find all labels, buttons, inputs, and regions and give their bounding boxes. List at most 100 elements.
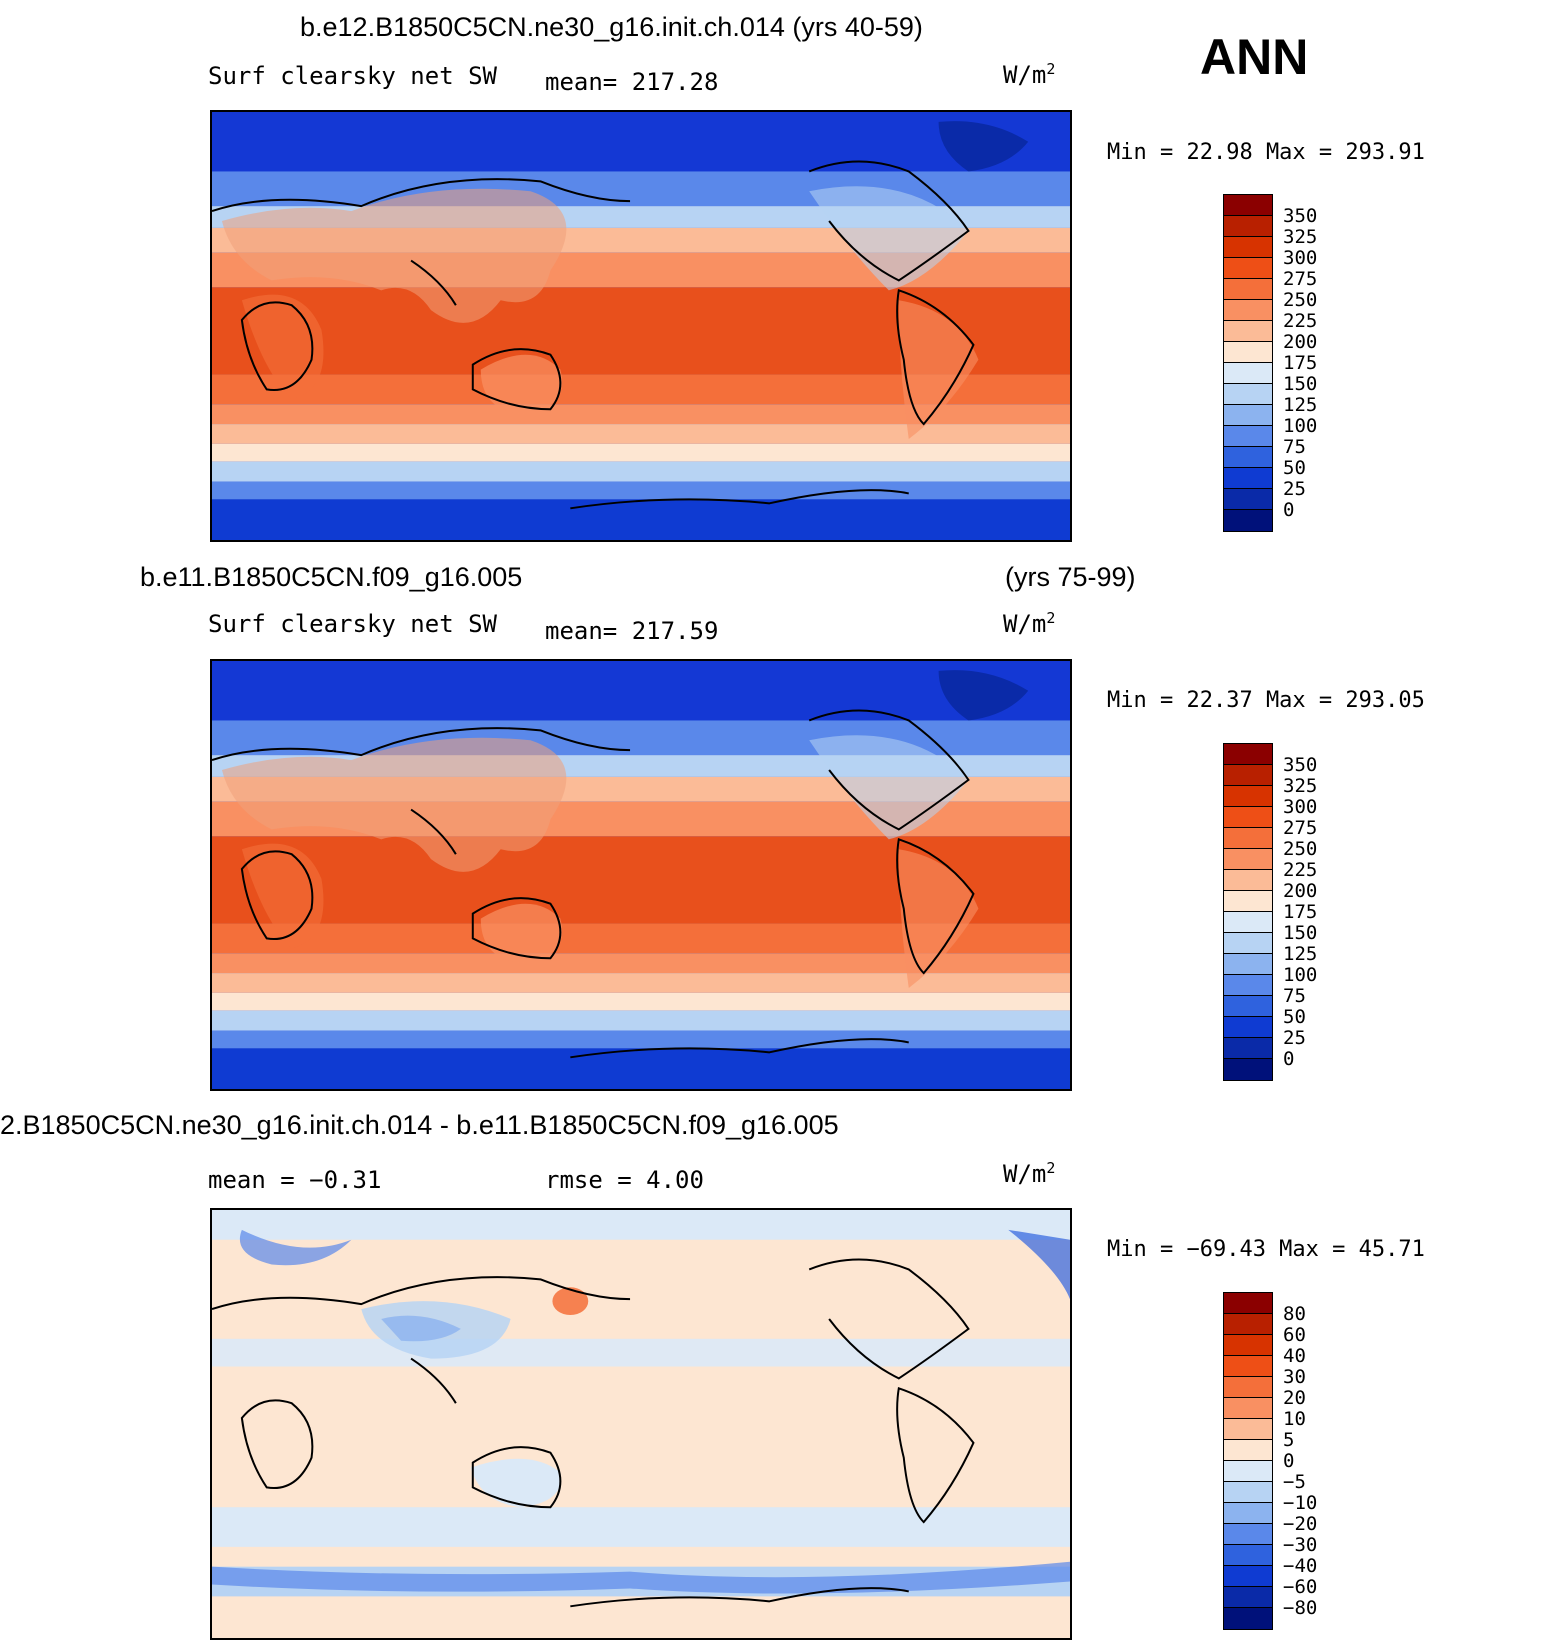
colorbar-tick-label: 0 [1283,1048,1295,1070]
colorbar-swatch [1224,1440,1272,1461]
colorbar-swatch [1224,489,1272,510]
panel1-case-title: b.e12.B1850C5CN.ne30_g16.init.ch.014 (yr… [300,12,923,42]
colorbar-tick-label: 175 [1283,352,1318,374]
colorbar-swatch [1224,1293,1272,1314]
colorbar-tick-label: 275 [1283,268,1318,290]
colorbar-tick-label: 80 [1283,1303,1306,1325]
colorbar-swatch [1224,807,1272,828]
panel2-mean-label: mean= 217.59 [545,617,719,645]
colorbar-swatch [1224,279,1272,300]
colorbar-tick-label: 100 [1283,415,1318,437]
colorbar-tick-label: 325 [1283,226,1318,248]
panel3-mean-label: mean = −0.31 [208,1166,382,1194]
panel1-map-svg [212,112,1070,540]
panel1-colorbar [1223,194,1273,532]
colorbar-tick-label: 225 [1283,859,1318,881]
colorbar-swatch [1224,786,1272,807]
colorbar-swatch [1224,1356,1272,1377]
panel3-map [210,1208,1072,1640]
colorbar-tick-label: 125 [1283,394,1318,416]
panel3-map-svg [212,1210,1070,1638]
colorbar-swatch [1224,1587,1272,1608]
panel2-variable-label: Surf clearsky net SW [208,610,497,638]
panel2-case-title: b.e11.B1850C5CN.f09_g16.005 [140,562,523,592]
colorbar-tick-label: 75 [1283,985,1306,1007]
panel3-colorbar [1223,1292,1273,1630]
colorbar-tick-label: 250 [1283,838,1318,860]
colorbar-swatch [1224,1461,1272,1482]
season-label: ANN [1200,29,1309,85]
colorbar-tick-label: 0 [1283,499,1295,521]
colorbar-tick-label: 50 [1283,1006,1306,1028]
colorbar-swatch [1224,933,1272,954]
colorbar-tick-label: 150 [1283,922,1318,944]
colorbar-tick-label: 175 [1283,901,1318,923]
colorbar-swatch [1224,468,1272,489]
colorbar-swatch [1224,195,1272,216]
panel1-variable-label: Surf clearsky net SW [208,62,497,90]
colorbar-tick-label: 100 [1283,964,1318,986]
colorbar-tick-label: 25 [1283,478,1306,500]
colorbar-swatch [1224,1524,1272,1545]
colorbar-tick-label: 300 [1283,796,1318,818]
colorbar-swatch [1224,765,1272,786]
colorbar-swatch [1224,237,1272,258]
colorbar-swatch [1224,1482,1272,1503]
colorbar-tick-label: 20 [1283,1387,1306,1409]
panel2-units-label: W/m2 [1003,609,1056,638]
colorbar-tick-label: 350 [1283,205,1318,227]
colorbar-swatch [1224,912,1272,933]
colorbar-swatch [1224,384,1272,405]
colorbar-tick-label: −20 [1283,1513,1318,1535]
colorbar-swatch [1224,1335,1272,1356]
panel3-minmax-label: Min = −69.43 Max = 45.71 [1107,1237,1425,1262]
colorbar-swatch [1224,1314,1272,1335]
panel2-minmax-label: Min = 22.37 Max = 293.05 [1107,688,1425,713]
colorbar-swatch [1224,1038,1272,1059]
colorbar-swatch [1224,828,1272,849]
colorbar-tick-label: −5 [1283,1471,1306,1493]
colorbar-tick-label: 225 [1283,310,1318,332]
colorbar-swatch [1224,1545,1272,1566]
colorbar-swatch [1224,1398,1272,1419]
panel3-rmse-label: rmse = 4.00 [545,1166,704,1194]
colorbar-tick-label: 30 [1283,1366,1306,1388]
colorbar-swatch [1224,1017,1272,1038]
panel1-mean-label: mean= 217.28 [545,68,719,96]
panel2-case-years: (yrs 75-99) [1005,562,1136,592]
panel2-map [210,659,1072,1091]
colorbar-swatch [1224,1059,1272,1080]
colorbar-tick-label: 40 [1283,1345,1306,1367]
colorbar-tick-label: 200 [1283,880,1318,902]
colorbar-tick-label: 0 [1283,1450,1295,1472]
colorbar-swatch [1224,954,1272,975]
colorbar-tick-label: 150 [1283,373,1318,395]
colorbar-tick-label: 60 [1283,1324,1306,1346]
panel2-colorbar [1223,743,1273,1081]
colorbar-swatch [1224,405,1272,426]
colorbar-tick-label: 250 [1283,289,1318,311]
panel2-map-svg [212,661,1070,1089]
colorbar-tick-label: 200 [1283,331,1318,353]
colorbar-swatch [1224,342,1272,363]
colorbar-swatch [1224,870,1272,891]
colorbar-tick-label: −10 [1283,1492,1318,1514]
colorbar-swatch [1224,216,1272,237]
colorbar-swatch [1224,1566,1272,1587]
panel1-units-label: W/m2 [1003,60,1056,89]
colorbar-swatch [1224,447,1272,468]
colorbar-swatch [1224,426,1272,447]
colorbar-tick-label: 10 [1283,1408,1306,1430]
colorbar-swatch [1224,363,1272,384]
colorbar-tick-label: 350 [1283,754,1318,776]
colorbar-tick-label: 25 [1283,1027,1306,1049]
colorbar-swatch [1224,1377,1272,1398]
colorbar-swatch [1224,1608,1272,1629]
colorbar-tick-label: 300 [1283,247,1318,269]
colorbar-tick-label: 325 [1283,775,1318,797]
panel1-map [210,110,1072,542]
colorbar-swatch [1224,891,1272,912]
colorbar-tick-label: 125 [1283,943,1318,965]
colorbar-tick-label: −80 [1283,1597,1318,1619]
colorbar-swatch [1224,744,1272,765]
